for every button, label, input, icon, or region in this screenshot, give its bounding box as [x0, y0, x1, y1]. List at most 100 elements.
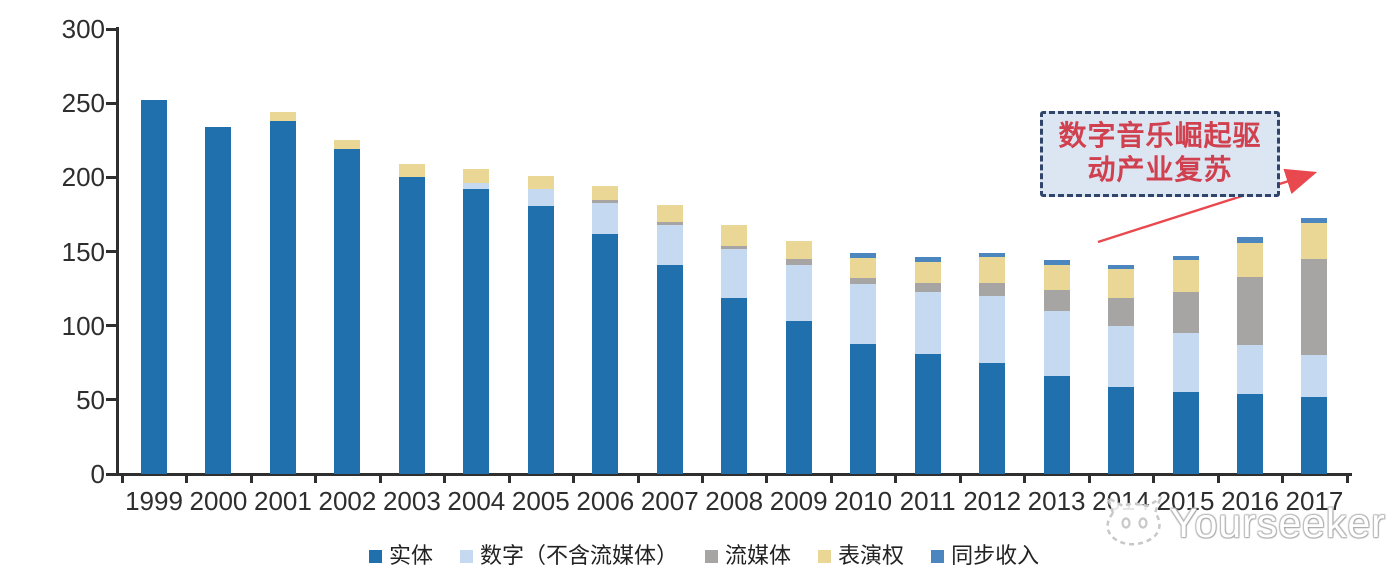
bar-2016: [1236, 236, 1263, 474]
y-axis-label: 150: [61, 236, 105, 267]
x-axis-label: 2011: [899, 486, 956, 516]
x-axis-tick: [958, 476, 962, 483]
bar-segment: [1236, 393, 1263, 474]
bar-segment: [1236, 236, 1263, 243]
bar-segment: [1108, 386, 1135, 474]
bar-segment: [656, 221, 683, 225]
bar-segment: [592, 202, 619, 234]
y-axis-label: 100: [61, 310, 105, 341]
x-axis-tick: [765, 476, 769, 483]
bar-2015: [1172, 255, 1199, 474]
x-axis-label: 2001: [254, 486, 312, 516]
bar-segment: [850, 253, 877, 258]
bar-2004: [463, 168, 490, 474]
bar-segment: [914, 353, 941, 474]
legend-swatch: [369, 549, 382, 563]
bar-2007: [656, 205, 683, 474]
y-axis-label: 200: [61, 162, 105, 193]
bar-segment: [269, 121, 296, 474]
x-axis-tick: [572, 476, 576, 483]
x-axis-tick: [443, 476, 447, 483]
bar-segment: [1236, 242, 1263, 277]
x-axis-tick: [185, 476, 189, 483]
bar-segment: [850, 343, 877, 474]
bar-2003: [398, 163, 425, 474]
bar-segment: [850, 278, 877, 285]
legend-item: 流媒体: [705, 545, 791, 567]
bar-segment: [914, 291, 941, 354]
bar-segment: [785, 264, 812, 322]
y-axis-tick: [106, 324, 117, 328]
annotation-box: 数字音乐崛起驱 动产业复苏: [1040, 111, 1280, 197]
legend-swatch: [931, 549, 945, 563]
y-axis-tick: [106, 101, 117, 105]
legend-swatch: [705, 549, 719, 563]
y-axis-tick: [106, 398, 117, 402]
bar-segment: [592, 233, 619, 474]
bar-segment: [398, 177, 425, 474]
x-axis-label: 2004: [447, 486, 506, 516]
y-axis-tick: [106, 27, 117, 31]
x-axis-tick: [894, 476, 898, 483]
x-axis-tick: [700, 476, 704, 483]
x-axis-label: 2008: [705, 486, 764, 516]
bar-segment: [1301, 396, 1328, 474]
bar-segment: [205, 126, 232, 474]
x-axis-label: 2016: [1221, 486, 1279, 516]
legend-swatch: [818, 549, 832, 563]
x-axis-tick: [314, 476, 318, 483]
bar-segment: [1301, 355, 1328, 397]
bar-2000: [205, 126, 232, 474]
legend-label: 流媒体: [725, 543, 792, 568]
bar-segment: [721, 248, 748, 298]
bar-segment: [979, 282, 1006, 296]
bar-segment: [463, 168, 490, 184]
x-axis-tick: [378, 476, 382, 483]
y-axis-tick: [106, 472, 117, 476]
watermark: Yourseeker: [1098, 494, 1386, 552]
x-axis-tick: [1087, 476, 1091, 483]
x-axis-label: 1999: [125, 486, 183, 516]
bar-segment: [592, 186, 619, 200]
x-axis-tick: [1023, 476, 1027, 483]
bar-2009: [785, 241, 812, 474]
x-axis-tick: [1216, 476, 1220, 483]
bar-segment: [656, 224, 683, 265]
legend-item: 同步收入: [931, 545, 1039, 567]
bar-segment: [527, 189, 554, 206]
bar-segment: [1236, 276, 1263, 345]
bar-segment: [1108, 325, 1135, 387]
bar-2010: [850, 253, 877, 474]
bar-segment: [334, 140, 361, 150]
bar-segment: [721, 297, 748, 474]
legend-label: 同步收入: [951, 543, 1040, 568]
bar-2012: [979, 252, 1006, 474]
bar-segment: [1043, 376, 1070, 474]
annotation-text-line2: 动产业复苏: [1087, 155, 1233, 186]
bar-segment: [398, 163, 425, 178]
legend-item: 数字（不含流媒体）: [460, 545, 678, 567]
y-axis-label: 0: [90, 459, 105, 489]
bar-segment: [269, 112, 296, 121]
bar-segment: [1108, 269, 1135, 298]
legend-swatch: [460, 549, 474, 563]
bar-segment: [141, 100, 167, 474]
y-axis-tick: [106, 250, 117, 253]
bar-2006: [592, 186, 619, 474]
bar-segment: [463, 189, 490, 474]
bar-1999: [141, 100, 167, 474]
bar-2002: [334, 140, 361, 474]
bar-segment: [785, 258, 812, 265]
annotation-text-line1: 数字音乐崛起驱: [1058, 121, 1262, 152]
bar-2008: [721, 224, 748, 474]
cat-face-icon: [1105, 495, 1163, 546]
bar-2011: [914, 257, 941, 474]
x-axis-tick: [1345, 476, 1349, 483]
y-axis-label: 250: [61, 88, 105, 119]
bar-segment: [850, 257, 877, 279]
x-axis-tick: [829, 476, 833, 483]
legend: 实体 数字（不含流媒体） 流媒体 表演权 同步收入: [369, 545, 1039, 567]
bar-segment: [1108, 264, 1135, 270]
bar-segment: [914, 261, 941, 283]
x-axis-tick: [1281, 476, 1285, 483]
